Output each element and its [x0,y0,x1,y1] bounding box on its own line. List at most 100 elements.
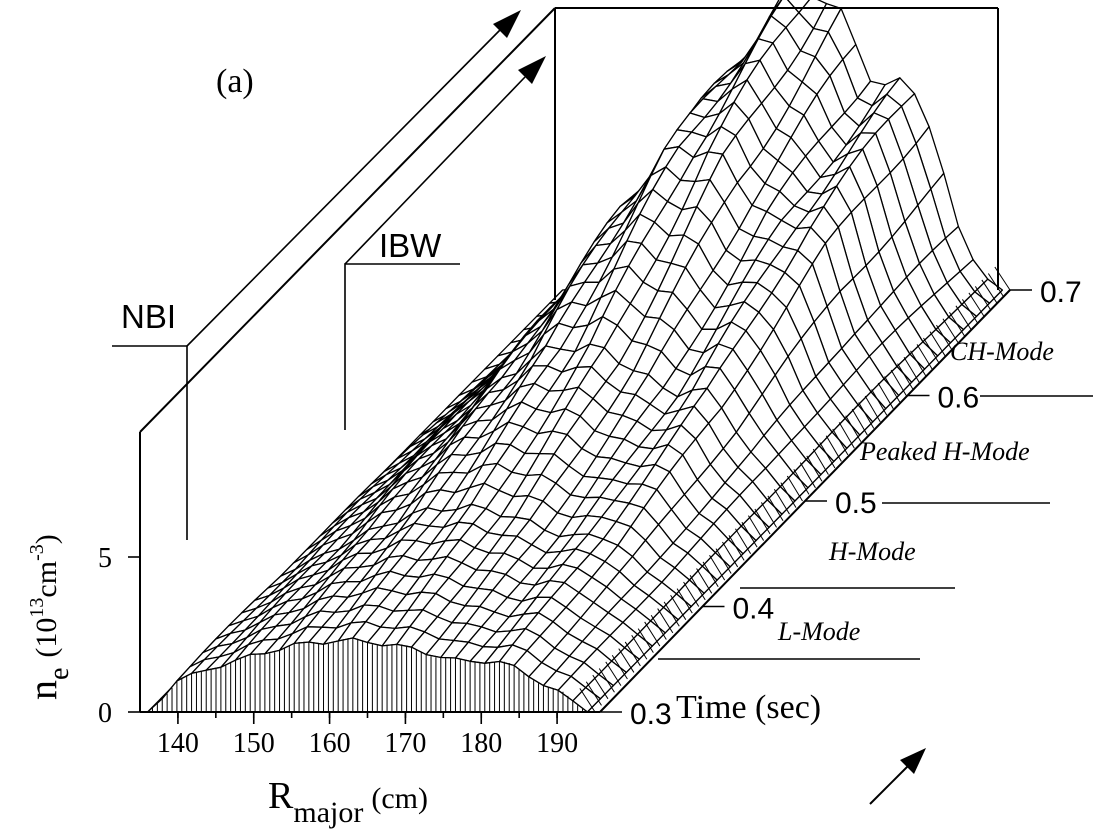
skirt-hatch [637,628,654,653]
skirt-hatch [936,324,953,350]
skirt-hatch [605,661,622,686]
skirt-hatch [747,515,765,541]
skirt-hatch [760,502,777,528]
skirt-hatch [709,554,726,581]
skirt-hatch [624,641,641,667]
skirt-hatch [961,299,978,324]
mesh-skirt [885,395,900,410]
skirt-hatch [676,588,693,614]
skirt-hatch [890,369,907,396]
skirt-hatch [974,286,991,311]
nbi-label: NBI [121,298,176,335]
z-tick-label: 5 [98,543,112,574]
x-tick-label: 170 [384,728,426,759]
time-tick-label: 0.5 [835,487,877,520]
ibw-label: IBW [379,227,442,264]
skirt-hatch [845,415,862,442]
skirt-hatch [663,601,680,627]
phase-label: H-Mode [828,537,916,566]
time-arrow-head [900,748,926,774]
ibw-marker-line [344,263,460,430]
skirt-hatch [780,482,797,508]
skirt-hatch [923,337,940,363]
nbi-arrow-shaft [186,29,501,347]
time-tick-label: 0.4 [733,593,775,626]
mesh-skirt [781,500,796,515]
skirt-hatch [949,311,966,337]
skirt-hatch [864,395,881,423]
nbi-arrow-head [493,10,521,38]
skirt-hatch [929,331,946,357]
skirt-hatch [670,594,687,620]
skirt-hatch [657,608,674,634]
surface-mesh [146,0,1011,713]
skirt-hatch [722,541,739,568]
x-axis-label: Rmajor (cm) [268,775,428,829]
x-tick-label: 140 [157,728,199,759]
mesh-skirt [820,461,835,476]
nbi-marker-line [112,345,188,540]
mesh-skirt [911,368,925,383]
phase-label: CH-Mode [950,337,1054,366]
skirt-hatch [773,488,790,515]
mesh-skirt [794,487,809,502]
heating-markers [112,10,546,540]
phase-markers: L-Mode H-Mode Peaked H-Mode CH-Mode [658,337,1093,660]
mesh-skirt [742,540,757,555]
mesh-skirt [898,381,913,396]
time-tick-label: 0.3 [630,698,672,731]
skirt-hatch [832,428,849,456]
mesh-skirt [872,408,887,423]
phase-label: L-Mode [777,617,860,646]
time-tick-label: 0.6 [938,382,980,415]
z-axis-label: ne(1013cm-3) [20,534,75,700]
ticks: 0 5 140 150 160 170 180 190 0.3 0.4 0.5 0.6 0.7 [98,276,1082,805]
ibw-arrow-head [518,56,546,84]
skirt-hatch [968,292,985,317]
skirt-hatch [799,462,816,489]
mesh-skirt [768,513,783,528]
skirt-hatch [728,535,745,561]
skirt-hatch [618,648,635,673]
back-edge-line [139,7,556,433]
mesh-skirt [846,434,861,449]
mesh-skirt [859,421,874,436]
skirt-hatch [735,528,752,555]
skirt-hatch [579,688,596,713]
skirt-hatch [877,382,894,409]
skirt-hatch [696,568,713,594]
mesh-skirt [729,553,744,568]
skirt-hatch [793,469,810,495]
skirt-hatch [767,495,784,522]
skirt-hatch [851,408,868,436]
skirt-hatch [754,508,771,535]
panel-label: (a) [216,63,254,100]
skirt-hatch [631,635,648,660]
skirt-hatch [702,561,719,587]
phase-label: Peaked H-Mode [859,437,1030,466]
skirt-hatch [955,305,972,330]
mesh-skirt [755,526,770,541]
skirt-hatch [897,363,914,390]
skirt-hatch [585,681,602,706]
skirt-hatch [884,376,901,403]
skirt-hatch [942,318,959,344]
skirt-hatch [858,402,875,429]
skirt-hatch [987,273,1004,297]
skirt-hatch [683,581,700,607]
x-tick-label: 160 [309,728,351,759]
skirt-hatch [838,422,855,449]
skirt-hatch [916,344,933,370]
mesh-skirt [833,447,848,462]
skirt-hatch [598,668,615,693]
z-tick-label: 0 [98,698,112,729]
skirt-hatch [650,614,667,640]
ibw-arrow-shaft [344,76,526,265]
skirt-hatch [806,455,823,482]
skirt-hatch [786,475,803,502]
skirt-hatch [825,435,842,462]
skirt-hatch [812,448,829,475]
skirt-hatch [910,350,927,376]
x-tick-label: 150 [233,728,275,759]
